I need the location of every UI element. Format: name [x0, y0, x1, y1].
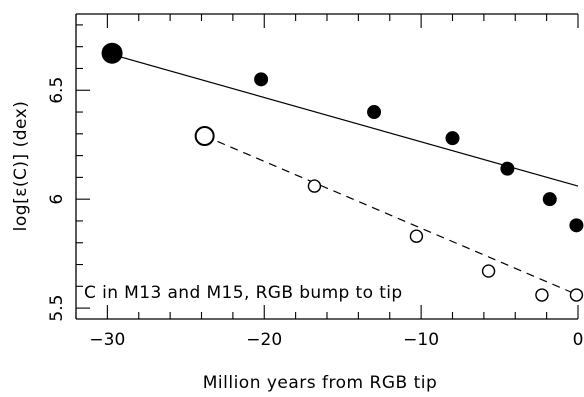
x-tick-label: −10: [403, 330, 439, 350]
open-data-point: [569, 288, 584, 302]
open-data-point: [194, 126, 215, 146]
fit-line-dashed: [204, 135, 579, 296]
open-data-point: [307, 179, 322, 193]
filled-data-point: [445, 131, 460, 146]
tick-labels: −30 −20 −10 0 5.5 6 6.5: [47, 77, 583, 350]
fit-lines: [107, 52, 579, 296]
open-data-point: [481, 264, 496, 278]
x-axis-label: Million years from RGB tip: [203, 373, 438, 393]
filled-data-point: [542, 192, 557, 207]
fit-line-solid: [107, 52, 579, 187]
x-tick-label: −30: [89, 330, 125, 350]
x-tick-label: 0: [573, 330, 584, 350]
filled-data-point: [569, 218, 584, 233]
y-tick-label: 6: [47, 194, 67, 205]
y-tick-label: 5.5: [47, 295, 67, 322]
y-axis-label: log[ε(C)] (dex): [11, 101, 31, 232]
chart-annotation: C in M13 and M15, RGB bump to tip: [84, 283, 403, 303]
x-tick-label: −20: [246, 330, 282, 350]
filled-data-point: [254, 72, 269, 87]
y-tick-label: 6.5: [47, 77, 67, 104]
filled-data-point: [101, 42, 123, 64]
open-data-point: [535, 288, 549, 302]
data-points: [101, 42, 584, 302]
filled-data-point: [367, 105, 382, 120]
ticks: [75, 14, 579, 319]
filled-data-point: [500, 161, 515, 176]
open-data-point: [409, 229, 424, 243]
